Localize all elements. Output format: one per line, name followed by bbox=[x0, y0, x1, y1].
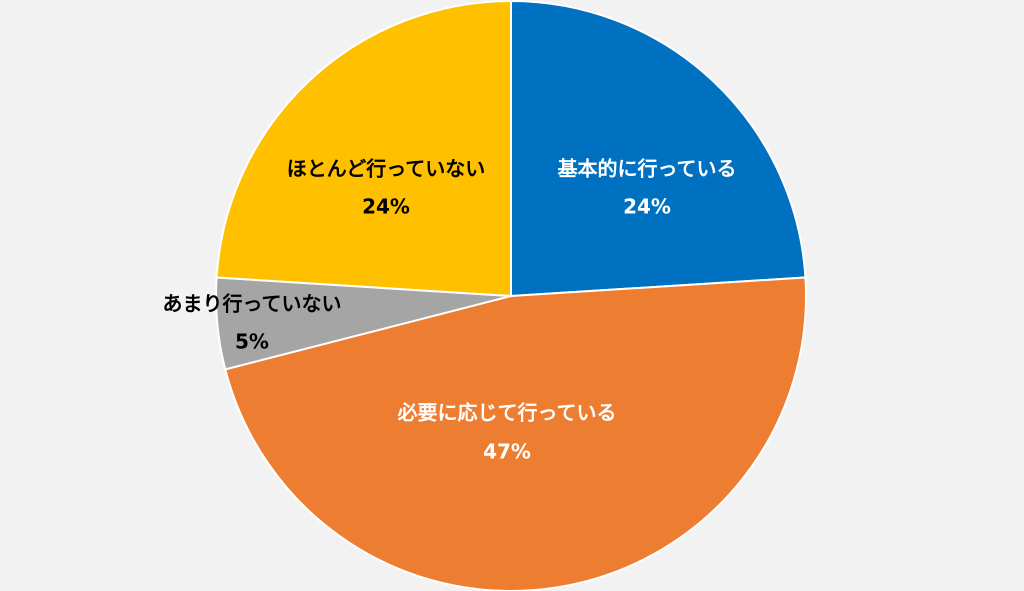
slice-value-label-1: 47% bbox=[483, 440, 531, 464]
slice-category-label-3: ほとんど行っていない bbox=[287, 157, 485, 181]
slice-category-label-0: 基本的に行っている bbox=[558, 157, 737, 181]
pie-slices bbox=[215, 0, 807, 591]
slice-category-label-2: あまり行っていない bbox=[163, 292, 342, 316]
pie-labels: 基本的に行っている 24% 必要に応じて行っている 47% あまり行っていない 5% ほとん… bbox=[163, 157, 737, 464]
pie-slice-1 bbox=[224, 276, 807, 591]
slice-value-label-2: 5% bbox=[235, 330, 269, 354]
slice-category-label-1: 必要に応じて行っている bbox=[397, 401, 617, 425]
pie-slice-3 bbox=[215, 0, 512, 298]
slice-value-label-3: 24% bbox=[362, 195, 410, 219]
pie-slice-0 bbox=[510, 0, 807, 298]
slice-value-label-0: 24% bbox=[623, 195, 671, 219]
